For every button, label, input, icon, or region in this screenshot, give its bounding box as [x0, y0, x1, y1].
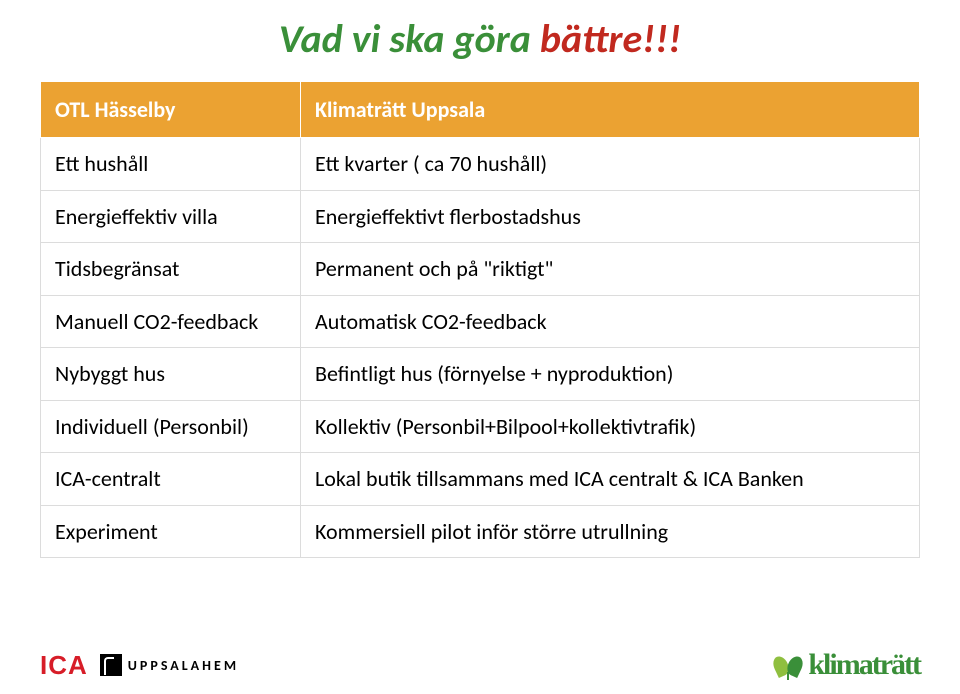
leaf-icon [774, 652, 802, 678]
cell-right: Lokal butik tillsammans med ICA centralt… [301, 453, 920, 506]
title-red: bättre!!! [540, 14, 681, 63]
table-row: Tidsbegränsat Permanent och på "riktigt" [41, 243, 920, 296]
table-row: Ett hushåll Ett kvarter ( ca 70 hushåll) [41, 138, 920, 191]
cell-left: Individuell (Personbil) [41, 400, 301, 453]
klimatratt-logo: klimaträtt [774, 648, 920, 682]
cell-left: Ett hushåll [41, 138, 301, 191]
klimatratt-text: klimaträtt [808, 648, 920, 682]
cell-left: Manuell CO2-feedback [41, 295, 301, 348]
cell-right: Kommersiell pilot inför större utrullnin… [301, 505, 920, 558]
uppsalahem-logo: UPPSALAHEM [100, 654, 239, 676]
cell-right: Kollektiv (Personbil+Bilpool+kollektivtr… [301, 400, 920, 453]
slide: Vad vi ska göra bättre!!! OTL Hässelby K… [0, 0, 960, 694]
footer: ICA UPPSALAHEM klimaträtt [0, 648, 960, 682]
cell-left: Tidsbegränsat [41, 243, 301, 296]
title-green: Vad vi ska göra [279, 14, 540, 63]
table-row: Experiment Kommersiell pilot inför störr… [41, 505, 920, 558]
table-row: Individuell (Personbil) Kollektiv (Perso… [41, 400, 920, 453]
cell-left: ICA-centralt [41, 453, 301, 506]
header-col-2: Klimaträtt Uppsala [301, 82, 920, 138]
cell-right: Energieffektivt flerbostadshus [301, 190, 920, 243]
footer-left: ICA UPPSALAHEM [40, 650, 239, 681]
comparison-table: OTL Hässelby Klimaträtt Uppsala Ett hush… [40, 81, 920, 558]
table-row: ICA-centralt Lokal butik tillsammans med… [41, 453, 920, 506]
cell-right: Permanent och på "riktigt" [301, 243, 920, 296]
cell-right: Befintligt hus (förnyelse + nyproduktion… [301, 348, 920, 401]
ica-logo: ICA [40, 650, 88, 681]
slide-title: Vad vi ska göra bättre!!! [0, 0, 960, 63]
table-row: Nybyggt hus Befintligt hus (förnyelse + … [41, 348, 920, 401]
cell-right: Automatisk CO2-feedback [301, 295, 920, 348]
comparison-table-wrap: OTL Hässelby Klimaträtt Uppsala Ett hush… [0, 63, 960, 558]
uppsalahem-icon [100, 654, 122, 676]
uppsalahem-text: UPPSALAHEM [128, 657, 239, 674]
cell-right: Ett kvarter ( ca 70 hushåll) [301, 138, 920, 191]
cell-left: Energieffektiv villa [41, 190, 301, 243]
cell-left: Experiment [41, 505, 301, 558]
table-row: Manuell CO2-feedback Automatisk CO2-feed… [41, 295, 920, 348]
cell-left: Nybyggt hus [41, 348, 301, 401]
table-header-row: OTL Hässelby Klimaträtt Uppsala [41, 82, 920, 138]
header-col-1: OTL Hässelby [41, 82, 301, 138]
table-row: Energieffektiv villa Energieffektivt fle… [41, 190, 920, 243]
